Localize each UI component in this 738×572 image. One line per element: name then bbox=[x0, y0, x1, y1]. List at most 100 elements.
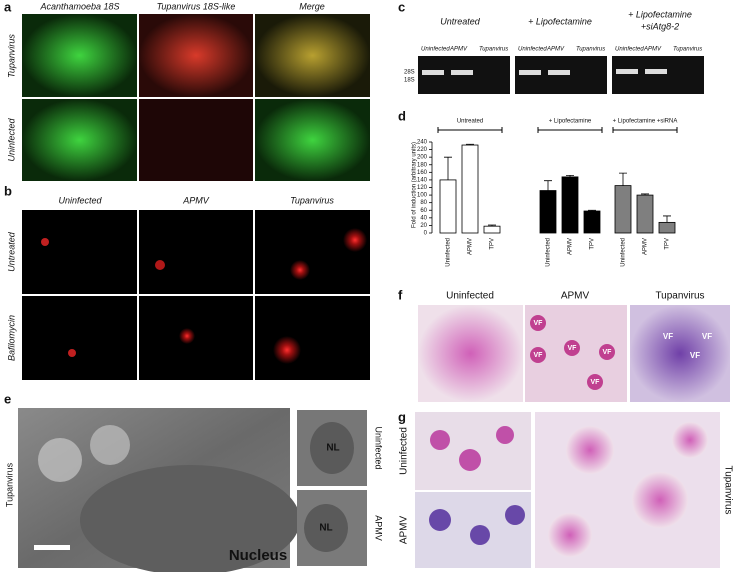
bar bbox=[461, 144, 479, 234]
y-tick-label: 0 bbox=[424, 231, 428, 237]
error-bar bbox=[588, 209, 596, 212]
group-title: Untreated bbox=[440, 16, 481, 26]
bar bbox=[483, 225, 501, 234]
x-tick-label: TPV bbox=[490, 238, 496, 250]
x-tick-label: Uninfected bbox=[621, 238, 627, 267]
row-title: Tupanvirus bbox=[4, 462, 14, 507]
bar bbox=[658, 221, 676, 234]
x-tick-label: APMV bbox=[643, 238, 649, 255]
y-tick-label: 100 bbox=[417, 193, 428, 199]
nucleus-shape bbox=[304, 504, 348, 552]
y-tick-label: 240 bbox=[417, 140, 428, 146]
row-title: Untreated bbox=[6, 231, 16, 272]
spot bbox=[343, 228, 367, 252]
nucleus-shape bbox=[80, 465, 300, 572]
micrograph bbox=[255, 14, 370, 97]
lane-label: Uninfected bbox=[615, 47, 644, 53]
micrograph bbox=[139, 14, 253, 97]
error-bar bbox=[488, 224, 496, 227]
cells bbox=[429, 422, 708, 557]
micrograph bbox=[630, 305, 730, 402]
bar bbox=[539, 190, 557, 234]
error-bar bbox=[466, 143, 474, 146]
lane-label: Tupanvirus bbox=[479, 47, 508, 53]
panel-g: g Uninfected APMV Tupanvirus bbox=[398, 409, 733, 568]
y-tick-label: 140 bbox=[417, 177, 428, 183]
micrograph bbox=[139, 99, 253, 181]
error-bar bbox=[619, 172, 627, 186]
column-title: APMV bbox=[561, 291, 590, 302]
y-tick-label: 60 bbox=[420, 208, 427, 214]
error-bar bbox=[444, 156, 452, 180]
column-title: Tupanvirus bbox=[655, 291, 704, 302]
lane-label: APMV bbox=[449, 47, 468, 53]
error-bar bbox=[641, 193, 649, 196]
x-tick-label: Uninfected bbox=[546, 238, 552, 267]
y-tick-label: 180 bbox=[417, 162, 428, 168]
lane-label: APMV bbox=[546, 47, 565, 53]
spot bbox=[41, 238, 49, 246]
lane-label: Tupanvirus bbox=[673, 47, 702, 53]
side-title: APMV bbox=[374, 515, 384, 541]
y-tick-label: 40 bbox=[420, 215, 427, 221]
scale-bar bbox=[34, 545, 70, 550]
nucleus-label: Nucleus bbox=[229, 547, 287, 564]
column-title: Acanthamoeba 18S bbox=[39, 1, 119, 11]
column-title: Uninfected bbox=[58, 195, 102, 205]
y-tick-label: 120 bbox=[417, 185, 428, 191]
panel-f: f Uninfected APMV Tupanvirus VF VF VF VF VF V… bbox=[398, 287, 730, 402]
vf-label: VF bbox=[603, 349, 613, 356]
row-title: Bafilomycin bbox=[6, 315, 16, 361]
micrograph bbox=[22, 210, 137, 294]
group-label: + Lipofectamine bbox=[549, 119, 592, 125]
nucleus-shape bbox=[310, 422, 354, 474]
vf-label: VF bbox=[663, 332, 673, 341]
panel-e: e Tupanvirus Nucleus NL NL Uninfected AP… bbox=[4, 391, 384, 572]
vf-label: VF bbox=[534, 352, 544, 359]
micrograph bbox=[139, 296, 253, 380]
spot bbox=[155, 260, 165, 270]
x-tick-label: Uninfected bbox=[446, 238, 452, 267]
panel-label: b bbox=[4, 183, 12, 198]
panel-label: g bbox=[398, 409, 406, 424]
micrograph bbox=[255, 296, 370, 380]
column-title: Uninfected bbox=[446, 291, 494, 302]
nl-label: NL bbox=[326, 443, 339, 454]
lane-label: APMV bbox=[643, 47, 662, 53]
y-tick-label: 80 bbox=[420, 200, 427, 206]
gel bbox=[612, 56, 704, 94]
bar bbox=[636, 194, 654, 234]
nl-label: NL bbox=[319, 523, 332, 534]
group-label: + Lipofectamine +siRNA bbox=[613, 119, 678, 125]
micrograph bbox=[22, 296, 137, 380]
spot bbox=[273, 336, 301, 364]
gel-bands bbox=[422, 69, 667, 75]
vf-label: VF bbox=[568, 345, 578, 352]
row-title: Uninfected bbox=[399, 427, 410, 475]
side-title: Uninfected bbox=[374, 426, 384, 469]
column-title: Tupanvirus 18S-like bbox=[157, 1, 236, 11]
y-tick-label: 200 bbox=[417, 155, 428, 161]
band-label: 18S bbox=[404, 78, 415, 84]
error-bar bbox=[544, 180, 552, 191]
vf-label: VF bbox=[702, 332, 712, 341]
micrograph bbox=[139, 210, 253, 294]
panel-label: f bbox=[398, 287, 403, 302]
bar bbox=[561, 176, 579, 234]
y-tick-label: 220 bbox=[417, 147, 428, 153]
vacuole bbox=[38, 438, 82, 482]
micrograph bbox=[22, 99, 137, 181]
group-title: + Lipofectamine bbox=[528, 16, 592, 26]
spot bbox=[290, 260, 310, 280]
vf-label: VF bbox=[690, 351, 700, 360]
row-title: Tupanvirus bbox=[6, 34, 16, 78]
y-tick-label: 20 bbox=[420, 223, 427, 229]
lane-label: Tupanvirus bbox=[576, 47, 605, 53]
group-title: + Lipofectamine bbox=[628, 9, 692, 19]
x-tick-label: APMV bbox=[468, 238, 474, 255]
bar bbox=[614, 185, 632, 234]
panel-label: a bbox=[4, 0, 12, 14]
error-bar bbox=[663, 215, 671, 223]
lane-label: Uninfected bbox=[421, 47, 450, 53]
